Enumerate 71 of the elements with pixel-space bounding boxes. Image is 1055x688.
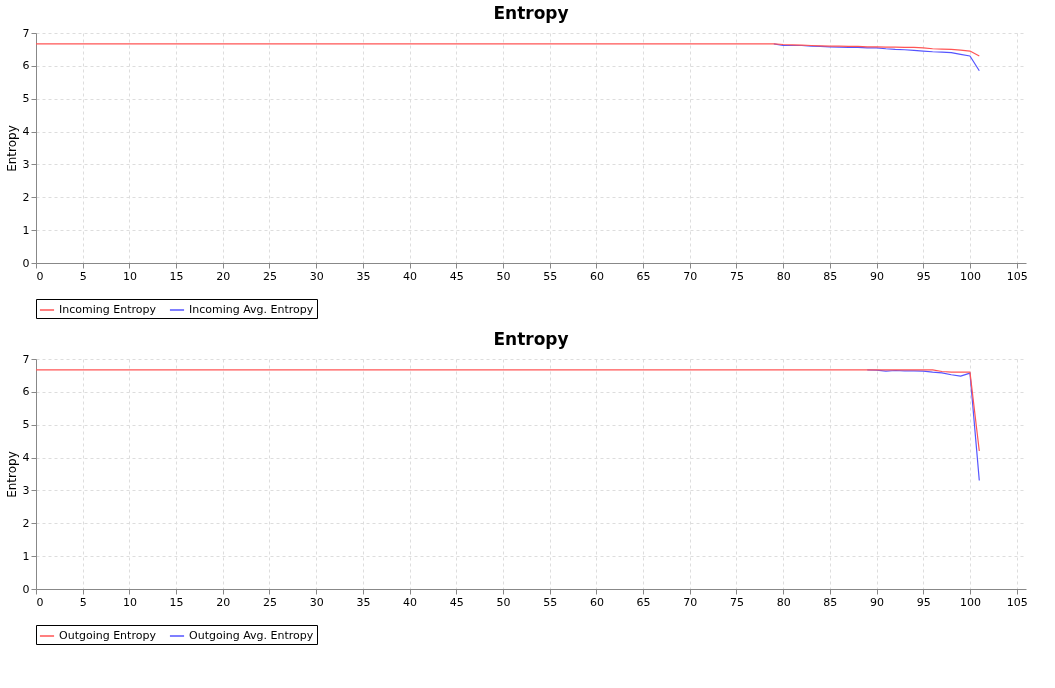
y-axis-title: Entropy	[4, 451, 19, 498]
chart-title: Entropy	[493, 329, 569, 349]
x-tick-label: 30	[309, 595, 324, 609]
legend-label: Outgoing Avg. Entropy	[189, 629, 314, 642]
x-tick-label: 70	[683, 595, 698, 609]
x-tick-label: 45	[449, 595, 464, 609]
x-tick-label: 10	[122, 595, 137, 609]
x-tick-label: 55	[543, 595, 558, 609]
x-tick-label: 20	[216, 595, 231, 609]
x-tick-label: 50	[496, 595, 511, 609]
y-tick-label: 2	[22, 190, 30, 204]
x-tick-label: 40	[403, 269, 418, 283]
x-tick-label: 35	[356, 595, 371, 609]
x-tick-label: 70	[683, 269, 698, 283]
y-tick-label: 1	[22, 549, 30, 563]
x-tick-label: 65	[636, 269, 651, 283]
x-tick-label: 75	[729, 595, 744, 609]
y-tick-label: 6	[22, 385, 30, 399]
y-tick-label: 7	[22, 26, 30, 40]
x-tick-label: 105	[1006, 269, 1028, 283]
line-series	[36, 369, 980, 452]
y-tick-label: 0	[22, 582, 30, 596]
x-tick-label: 20	[216, 269, 231, 283]
x-tick-label: 5	[79, 595, 87, 609]
x-tick-label: 90	[870, 269, 885, 283]
y-axis-title: Entropy	[4, 125, 19, 172]
x-tick-label: 90	[870, 595, 885, 609]
x-tick-label: 65	[636, 595, 651, 609]
y-tick-label: 5	[22, 92, 30, 106]
x-tick-label: 30	[309, 269, 324, 283]
y-tick-label: 7	[22, 352, 30, 366]
x-tick-label: 100	[959, 269, 981, 283]
x-tick-label: 85	[823, 595, 838, 609]
line-series	[36, 43, 980, 57]
x-tick-label: 85	[823, 269, 838, 283]
x-tick-label: 60	[589, 595, 604, 609]
x-tick-label: 15	[169, 595, 184, 609]
x-tick-label: 80	[776, 595, 791, 609]
x-tick-label: 50	[496, 269, 511, 283]
x-tick-label: 95	[916, 269, 931, 283]
x-tick-label: 105	[1006, 595, 1028, 609]
x-tick-label: 75	[729, 269, 744, 283]
x-tick-label: 35	[356, 269, 371, 283]
line-series	[866, 369, 980, 482]
legend-label: Incoming Avg. Entropy	[189, 303, 314, 316]
legend-label: Incoming Entropy	[59, 303, 157, 316]
x-tick-label: 40	[403, 595, 418, 609]
x-tick-label: 0	[36, 269, 44, 283]
x-tick-label: 25	[262, 269, 277, 283]
legend-label: Outgoing Entropy	[59, 629, 157, 642]
x-tick-label: 55	[543, 269, 558, 283]
x-tick-label: 25	[262, 595, 277, 609]
y-tick-label: 1	[22, 223, 30, 237]
y-tick-label: 0	[22, 256, 30, 270]
y-tick-label: 3	[22, 483, 30, 497]
x-tick-label: 45	[449, 269, 464, 283]
x-tick-label: 10	[122, 269, 137, 283]
x-tick-label: 15	[169, 269, 184, 283]
y-tick-label: 4	[22, 451, 30, 465]
x-tick-label: 5	[79, 269, 87, 283]
y-tick-label: 6	[22, 59, 30, 73]
y-tick-label: 2	[22, 516, 30, 530]
x-tick-label: 60	[589, 269, 604, 283]
y-tick-label: 3	[22, 157, 30, 171]
y-tick-label: 4	[22, 125, 30, 139]
x-tick-label: 95	[916, 595, 931, 609]
x-tick-label: 100	[959, 595, 981, 609]
x-tick-label: 0	[36, 595, 44, 609]
chart-title: Entropy	[493, 3, 569, 23]
y-tick-label: 5	[22, 418, 30, 432]
x-tick-label: 80	[776, 269, 791, 283]
